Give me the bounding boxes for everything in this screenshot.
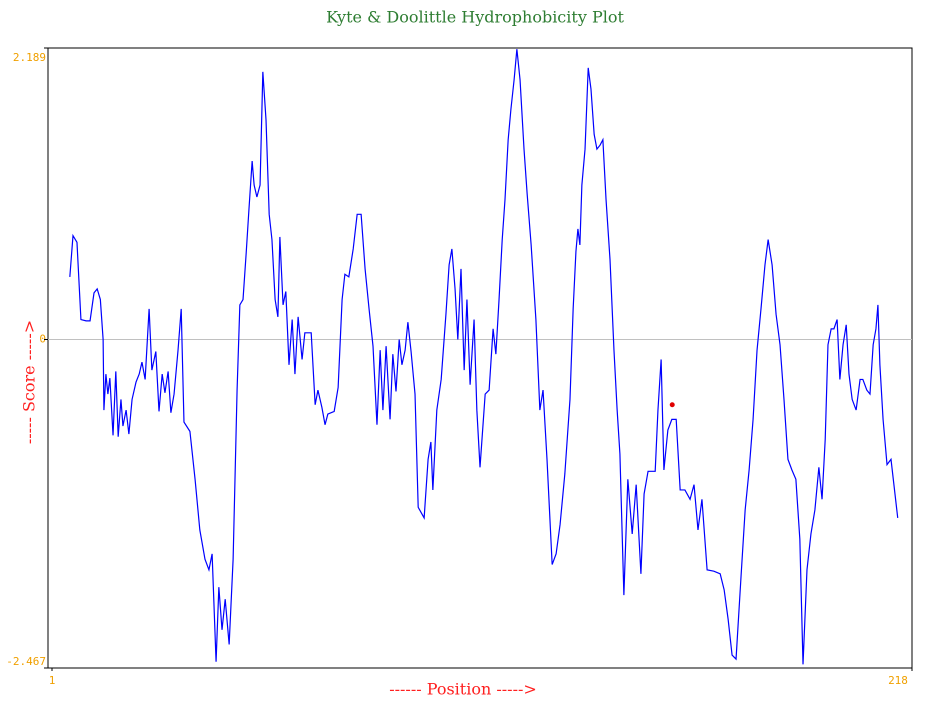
- chart-title: Kyte & Doolittle Hydrophobicity Plot: [326, 8, 624, 27]
- plot-frame: [47, 47, 913, 669]
- y-axis-title: ----- Score ----->: [20, 320, 39, 444]
- y-tick-label: -2.467: [6, 655, 46, 668]
- cursor-marker: [669, 402, 675, 408]
- x-tick-label: 1: [49, 674, 56, 687]
- x-axis-title: ------ Position ----->: [389, 680, 537, 699]
- y-tick-label: 0: [39, 332, 46, 345]
- x-tick-label: 218: [888, 674, 908, 687]
- hydrophobicity-line: [69, 49, 899, 665]
- y-tick-label: 2.189: [13, 51, 46, 64]
